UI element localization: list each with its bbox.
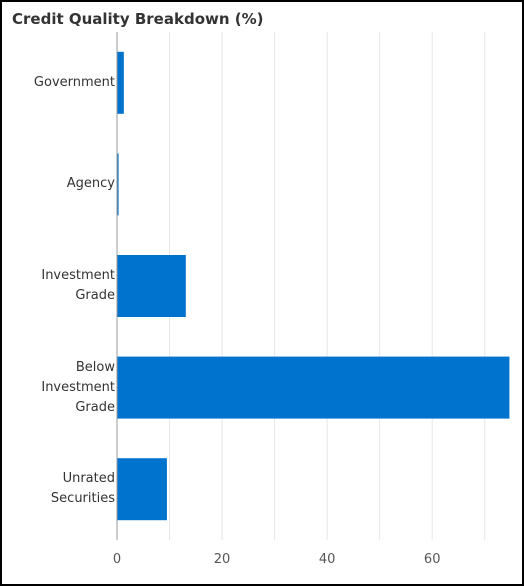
y-tick-label: Unrated Securities (50, 471, 115, 507)
chart-title: Credit Quality Breakdown (%) (12, 10, 264, 28)
y-tick-label: Government (33, 74, 115, 90)
y-tick-label: Investment Grade (41, 268, 115, 303)
y-tick-label: Below Investment Grade (41, 359, 115, 415)
bar (117, 51, 124, 114)
bar (117, 458, 167, 521)
bar (117, 356, 510, 419)
y-tick-label: Agency (66, 176, 115, 192)
x-tick-label: 0 (113, 552, 121, 567)
x-tick-label: 20 (214, 552, 231, 567)
x-tick-label: 40 (319, 552, 336, 567)
bar (117, 153, 119, 216)
x-tick-label: 60 (424, 552, 441, 567)
bar (117, 255, 186, 317)
